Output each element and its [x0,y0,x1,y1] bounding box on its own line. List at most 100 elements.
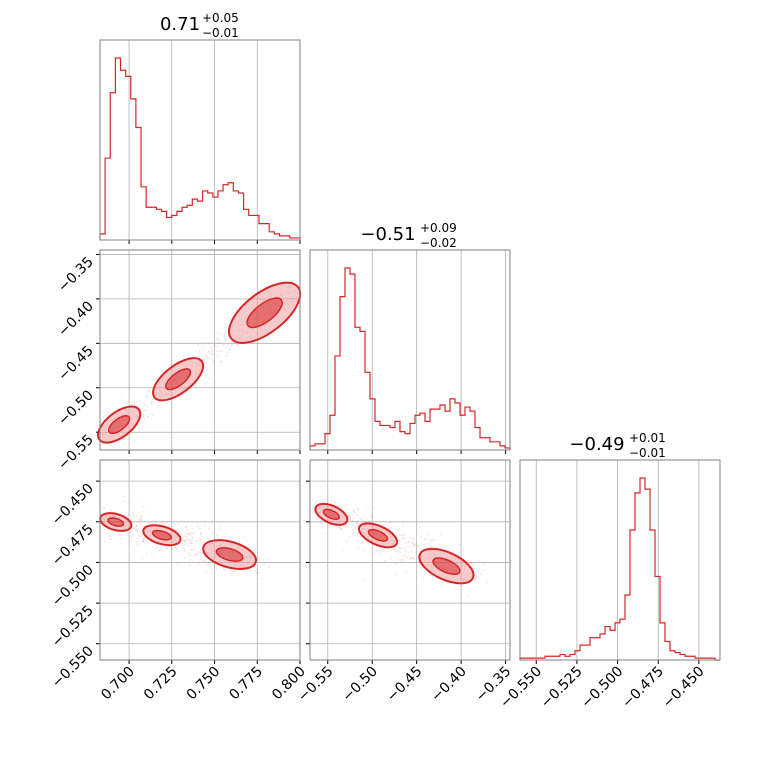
p31-sample-point [262,562,265,565]
p31-sample-point [222,568,225,571]
p32-sample-point [336,526,339,529]
p32-sample-point [471,564,474,567]
p32-sample-point [356,528,359,531]
p32-sample-point [371,515,374,518]
p32-sample-point [352,524,354,527]
p21-sample-point [146,405,149,407]
p32-sample-point [389,521,391,523]
p32-sample-point [382,549,385,552]
p31-sample-point [184,540,187,543]
p21-tick-label-y: −0.55 [55,432,97,474]
p31-sample-point [131,511,134,514]
p32-sample-point [429,574,432,577]
p32-sample-point [408,540,411,543]
p21-contour-inner [164,368,192,391]
p32-sample-point [395,549,398,552]
p32-sample-point [356,507,359,510]
p32-sample-point [430,541,432,544]
p32-sample-point [426,532,429,535]
p32-sample-point [398,550,400,553]
p31-sample-point [110,538,112,540]
p31-sample-point [131,539,134,541]
p32-sample-point [403,533,406,536]
p32-sample-point [349,517,352,520]
p32-sample-point [357,519,359,522]
p21-sample-point [209,353,212,355]
p31-tick-label-x: 0.775 [226,664,266,704]
p31-sample-point [184,533,187,536]
p32-sample-point [420,542,423,545]
p32-sample-point [417,561,420,563]
p21-sample-point [230,345,233,347]
p21-tick-label-y: −0.35 [55,254,97,296]
p21-sample-point [211,353,214,356]
p31-sample-point [200,541,203,544]
p21-sample-point [197,344,200,347]
p31-sample-point [186,538,189,540]
p32-sample-point [362,579,365,582]
p31-sample-point [145,540,148,543]
p32-sample-point [321,520,324,523]
p32-sample-point [421,544,424,547]
p32-sample-point [395,562,398,565]
p31-sample-point [108,538,111,541]
p31-sample-point [142,505,145,508]
p31-sample-point [183,549,186,552]
p31-sample-point [183,539,186,542]
p32-sample-point [406,557,409,560]
p32-sample-point [356,524,358,527]
p32-sample-point [355,513,358,516]
p32-sample-point [412,544,415,547]
p32-sample-point [398,542,400,545]
p21-sample-point [251,345,254,348]
p31-sample-point [191,561,194,564]
p31-tick-label-x: 0.750 [184,664,224,704]
p32-sample-point [316,517,319,520]
p31-sample-point [216,534,218,536]
p32-sample-point [383,523,386,526]
p31-sample-point [185,526,187,529]
p31-sample-point [119,537,122,540]
p31-sample-point [188,528,190,531]
p32-sample-point [440,585,443,587]
p31-sample-point [151,521,154,523]
p32-sample-point [347,514,350,517]
p21-sample-point [139,421,142,423]
p32-sample-point [398,547,401,550]
p31-sample-point [221,535,223,538]
p32-sample-point [420,547,422,550]
p32-sample-point [413,555,416,557]
p32-sample-point [348,516,351,519]
p32-sample-point [390,557,393,559]
p32-sample-point [421,567,423,570]
p31-sample-point [106,504,109,507]
p32-sample-point [359,518,362,520]
p32-tick-label-x: −0.40 [428,664,470,706]
p31-sample-point [199,540,202,542]
p31-sample-point [131,533,134,535]
p21-sample-point [216,354,219,357]
histogram-panel-3: −0.550−0.525−0.500−0.475−0.450 [497,459,721,711]
p31-sample-point [206,536,209,539]
p31-sample-point [185,539,188,541]
p31-sample-point [195,524,198,527]
p21-sample-point [225,355,228,357]
p21-sample-point [133,439,136,442]
p32-sample-point [483,563,485,565]
scatter-panel-3-1: 0.700 0.725 0.750 0.775 0.800−0.450−0.475−0.… [49,459,309,704]
p31-sample-point [129,500,132,503]
p32-sample-point [405,546,408,548]
p32-sample-point [414,547,417,549]
p31-sample-point [190,537,193,540]
p31-sample-point [205,538,208,541]
p21-sample-point [158,401,161,404]
p31-sample-point [210,571,213,574]
title-p11-main: 0.71 [160,14,200,35]
p32-sample-point [340,527,343,530]
p21-sample-point [223,333,226,336]
p32-sample-point [350,520,353,523]
p31-sample-point [180,553,183,556]
p31-sample-point [260,577,263,580]
p31-sample-point [174,547,176,550]
p31-sample-point [109,535,112,537]
